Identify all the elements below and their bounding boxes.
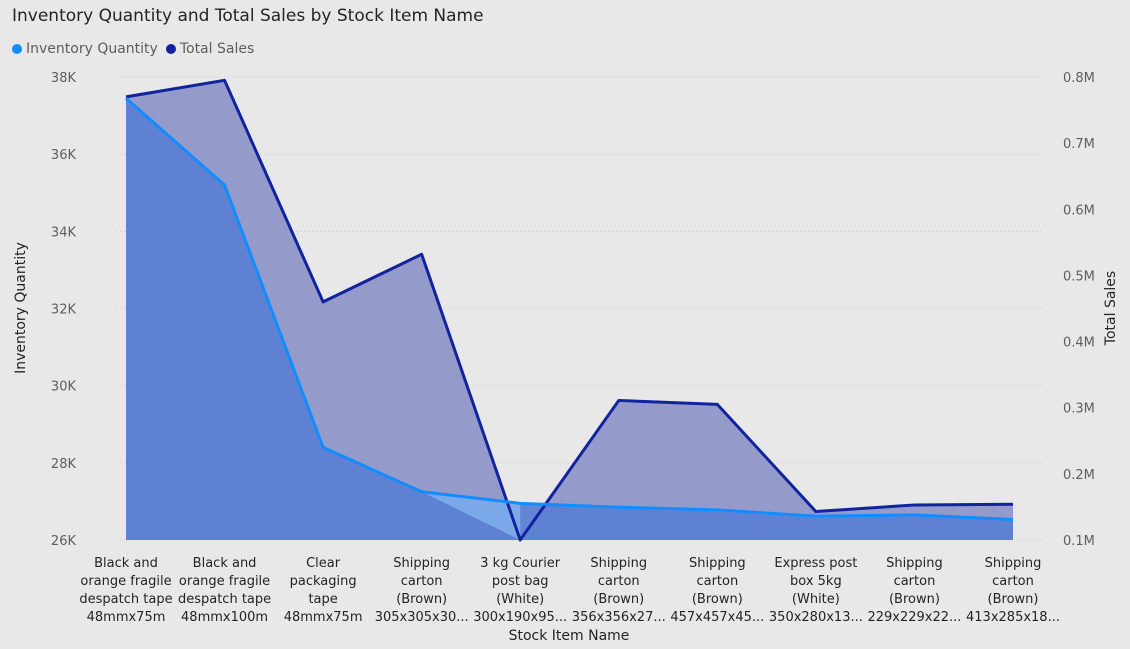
legend-item-total-sales[interactable]: Total Sales bbox=[165, 41, 255, 57]
x-category-label: (White) bbox=[496, 592, 544, 607]
x-category-label: (Brown) bbox=[988, 592, 1039, 607]
x-category-label: post bag bbox=[492, 574, 549, 589]
legend-label-total-sales: Total Sales bbox=[179, 41, 255, 57]
x-category-label: 350x280x13... bbox=[769, 610, 863, 625]
chart-title: Inventory Quantity and Total Sales by St… bbox=[12, 6, 484, 26]
x-category-label: 48mmx75m bbox=[284, 610, 363, 625]
x-category-label: carton bbox=[894, 574, 936, 589]
y-right-tick-label: 0.7M bbox=[1063, 137, 1095, 152]
y-left-tick-label: 32K bbox=[51, 303, 77, 318]
x-category-label: box 5kg bbox=[790, 574, 842, 589]
x-axis-categories: Black and orange fragile despatch tape 48mm… bbox=[79, 556, 1060, 625]
x-category-label: 229x229x22... bbox=[867, 610, 961, 625]
x-category-label: 413x285x18... bbox=[966, 610, 1060, 625]
x-category-label: 457x457x45... bbox=[670, 610, 764, 625]
area-layer bbox=[126, 80, 1013, 541]
y-axis-left: 26K 28K 30K 32K 34K 36K 38K bbox=[51, 71, 77, 549]
x-category-label: Shipping bbox=[985, 556, 1042, 571]
y-axis-left-title: Inventory Quantity bbox=[13, 242, 29, 374]
x-category-label: packaging bbox=[290, 574, 357, 589]
x-axis-title: Stock Item Name bbox=[509, 628, 630, 644]
y-axis-right: 0.1M 0.2M 0.3M 0.4M 0.5M 0.6M 0.7M 0.8M bbox=[1063, 71, 1095, 549]
x-category-label: 300x190x95... bbox=[473, 610, 567, 625]
x-category-label: Express post bbox=[774, 556, 857, 571]
y-left-tick-label: 30K bbox=[51, 380, 77, 395]
y-left-tick-label: 26K bbox=[51, 534, 77, 549]
y-right-tick-label: 0.3M bbox=[1063, 402, 1095, 417]
x-category-label: (Brown) bbox=[396, 592, 447, 607]
x-category-label: carton bbox=[598, 574, 640, 589]
y-left-tick-label: 28K bbox=[51, 457, 77, 472]
x-category-label: Shipping bbox=[886, 556, 943, 571]
area-inventory-quantity bbox=[126, 98, 1013, 541]
x-category-label: 48mmx75m bbox=[87, 610, 166, 625]
x-category-label: carton bbox=[992, 574, 1034, 589]
x-category-label: Shipping bbox=[393, 556, 450, 571]
x-category-label: tape bbox=[308, 592, 337, 607]
x-category-label: despatch tape bbox=[178, 592, 271, 607]
line-total-sales[interactable] bbox=[125, 78, 1014, 542]
x-category-label: Black and bbox=[94, 556, 158, 571]
x-category-label: orange fragile bbox=[179, 574, 270, 589]
area-total-sales bbox=[126, 80, 1013, 541]
y-right-tick-label: 0.8M bbox=[1063, 71, 1095, 86]
x-category-label: Black and bbox=[193, 556, 257, 571]
y-right-tick-label: 0.1M bbox=[1063, 534, 1095, 549]
y-right-tick-label: 0.4M bbox=[1063, 336, 1095, 351]
chart-legend: Inventory Quantity Total Sales bbox=[12, 41, 262, 57]
y-right-tick-label: 0.6M bbox=[1063, 203, 1095, 218]
y-right-tick-label: 0.5M bbox=[1063, 269, 1095, 284]
legend-marker-inventory-quantity bbox=[12, 44, 22, 54]
x-category-label: 48mmx100m bbox=[181, 610, 268, 625]
x-category-label: 305x305x30... bbox=[375, 610, 469, 625]
x-category-label: carton bbox=[696, 574, 738, 589]
x-category-label: 3 kg Courier bbox=[480, 556, 561, 571]
x-category-label: carton bbox=[401, 574, 443, 589]
x-category-label: (Brown) bbox=[692, 592, 743, 607]
line-layer bbox=[125, 78, 1014, 542]
y-left-tick-label: 34K bbox=[51, 225, 77, 240]
x-category-label: Clear bbox=[306, 556, 341, 571]
x-category-label: orange fragile bbox=[80, 574, 171, 589]
legend-label-inventory-quantity: Inventory Quantity bbox=[26, 41, 158, 57]
y-axis-right-title: Total Sales bbox=[1103, 271, 1119, 346]
x-category-label: Shipping bbox=[689, 556, 746, 571]
x-category-label: Shipping bbox=[590, 556, 647, 571]
y-left-tick-label: 38K bbox=[51, 71, 77, 86]
y-right-tick-label: 0.2M bbox=[1063, 468, 1095, 483]
y-left-tick-label: 36K bbox=[51, 148, 77, 163]
x-category-label: (White) bbox=[792, 592, 840, 607]
legend-item-inventory-quantity[interactable]: Inventory Quantity bbox=[12, 41, 158, 57]
x-category-label: 356x356x27... bbox=[572, 610, 666, 625]
x-category-label: despatch tape bbox=[79, 592, 172, 607]
legend-marker-total-sales bbox=[165, 44, 176, 54]
area-overlap-highlight bbox=[421, 491, 521, 540]
x-category-label: (Brown) bbox=[889, 592, 940, 607]
x-category-label: (Brown) bbox=[593, 592, 644, 607]
line-inventory-quantity[interactable] bbox=[125, 97, 1014, 522]
